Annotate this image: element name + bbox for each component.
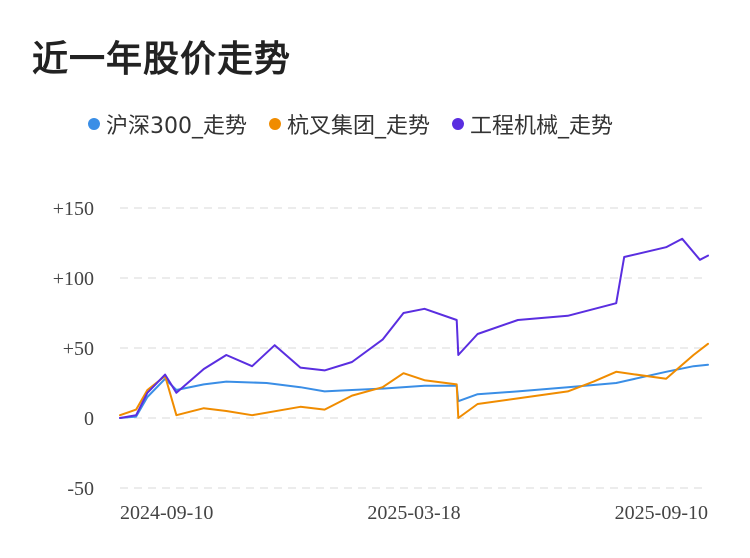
series-line-1: [119, 342, 709, 419]
legend-dot-hangcha: [269, 118, 281, 130]
legend-dot-hs300: [88, 118, 100, 130]
x-tick-label: 2024-09-10: [120, 502, 213, 524]
legend-dot-machinery: [452, 118, 465, 130]
y-tick-label: 0: [84, 408, 94, 430]
y-tick-label: -50: [67, 478, 94, 500]
legend-item-machinery[interactable]: 工程机械_走势: [452, 108, 613, 140]
series-line-2: [119, 237, 709, 419]
legend-label-hangcha: 杭叉集团_走势: [287, 114, 431, 139]
y-tick-label: +100: [53, 268, 94, 290]
legend-item-hs300[interactable]: 沪深300_走势: [88, 108, 247, 140]
x-tick-label: 2025-03-18: [367, 502, 460, 524]
y-tick-label: +50: [63, 338, 94, 360]
x-tick-label: 2025-09-10: [615, 502, 708, 524]
legend-label-hs300: 沪深300_走势: [106, 114, 247, 139]
chart-title: 近一年股价走势: [32, 39, 292, 80]
legend-item-hangcha[interactable]: 杭叉集团_走势: [269, 108, 430, 140]
y-tick-label: +150: [53, 198, 94, 220]
legend-label-machinery: 工程机械_走势: [470, 114, 614, 139]
chart-legend: 沪深300_走势 杭叉集团_走势 工程机械_走势: [88, 108, 613, 140]
